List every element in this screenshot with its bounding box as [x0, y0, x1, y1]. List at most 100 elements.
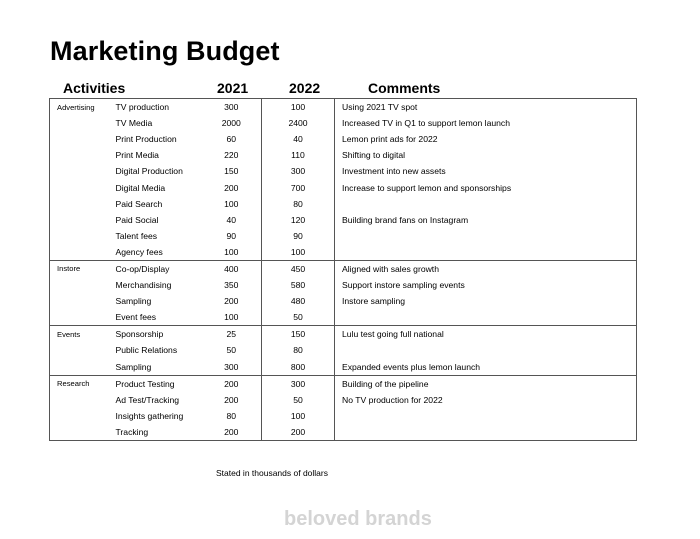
comment-cell	[335, 309, 637, 326]
header-year-2021: 2021	[217, 80, 249, 96]
activity-cell: Digital Media	[115, 182, 166, 193]
table-row: Print Media 220 110 Shifting to digital	[50, 147, 637, 164]
activity-cell: Sampling	[115, 361, 152, 372]
table-row: Ad Test/Tracking 200 50 No TV production fo…	[50, 391, 637, 408]
header-comments: Comments	[368, 80, 441, 96]
table-row: Public Relations 50 80	[50, 342, 637, 359]
header-activities: Activities	[63, 80, 126, 96]
value-2021-cell: 200	[201, 179, 262, 196]
table-row: Merchandising 350 580 Support instore sampl…	[50, 277, 637, 294]
comment-cell: Using 2021 TV spot	[342, 102, 418, 113]
category-cell	[50, 228, 110, 244]
category-cell	[50, 408, 110, 424]
value-2022-cell: 50	[261, 309, 335, 326]
comment-cell: Shifting to digital	[342, 150, 406, 161]
category-cell: Advertising	[57, 102, 95, 112]
comment-cell	[335, 196, 637, 212]
comment-cell: Investment into new assets	[342, 166, 446, 177]
category-cell	[50, 212, 110, 228]
comment-cell: Increase to support lemon and sponsorshi…	[342, 182, 512, 193]
value-2022-cell: 150	[261, 325, 335, 343]
comment-cell: Lulu test going full national	[334, 325, 637, 343]
comment-cell: Building of the pipeline	[334, 374, 637, 392]
value-2022-cell: 580	[261, 277, 335, 294]
value-2021-cell: 200	[201, 374, 262, 392]
value-2021-cell: 200	[201, 391, 262, 408]
value-2021-cell: 300	[201, 98, 262, 116]
value-2021-cell: 25	[201, 325, 262, 343]
activity-cell: Paid Search	[115, 198, 163, 209]
category-cell	[50, 309, 110, 326]
value-2021-cell: 50	[201, 342, 262, 359]
comment-cell: Support instore sampling events	[342, 280, 465, 291]
units-note: Stated in thousands of dollars	[216, 468, 328, 478]
activity-cell: Public Relations	[115, 345, 178, 356]
table-row: Instore Co-op/Display 400 450 Aligned with s…	[49, 259, 637, 278]
table-row: Talent fees 90 90	[50, 227, 637, 244]
value-2021-cell: 40	[201, 211, 262, 228]
comment-cell	[335, 342, 637, 358]
activity-cell: Print Production	[115, 134, 177, 145]
comment-cell	[335, 424, 637, 441]
value-2021-cell: 350	[201, 277, 262, 294]
value-2022-cell: 110	[261, 147, 335, 164]
activity-cell: Ad Test/Tracking	[115, 394, 180, 405]
activity-cell: Co-op/Display	[109, 259, 202, 278]
value-2021-cell: 100	[201, 243, 262, 261]
comment-cell: Expanded events plus lemon launch	[342, 361, 481, 372]
table-row: Insights gathering 80 100	[50, 407, 637, 424]
value-2022-cell: 800	[261, 358, 335, 376]
activity-cell: Merchandising	[115, 280, 172, 291]
value-2022-cell: 40	[261, 131, 335, 148]
value-2022-cell: 90	[261, 227, 335, 244]
comment-cell: Instore sampling	[342, 296, 406, 307]
category-cell: Research	[49, 374, 110, 392]
value-2022-cell: 80	[261, 195, 335, 212]
activity-cell: Digital Production	[115, 166, 183, 177]
brand-watermark: beloved brands	[284, 508, 432, 530]
activity-cell: TV Media	[115, 118, 153, 129]
table-row: Digital Media 200 700 Increase to support l…	[50, 179, 637, 196]
comment-cell: Building brand fans on Instagram	[342, 214, 469, 225]
comment-cell: Increased TV in Q1 to support lemon laun…	[342, 118, 510, 129]
category-cell	[50, 147, 110, 163]
table-row: Paid Social 40 120 Building brand fans on I…	[50, 211, 637, 228]
category-cell	[50, 131, 110, 147]
comment-cell	[335, 244, 637, 261]
activity-cell: Event fees	[115, 312, 157, 323]
table-row: Sampling 200 480 Instore sampling	[50, 293, 637, 310]
value-2022-cell: 50	[261, 391, 335, 408]
value-2022-cell: 100	[261, 98, 335, 116]
activity-cell: Insights gathering	[115, 410, 184, 421]
table-row: Digital Production 150 300 Investment into …	[50, 163, 637, 180]
value-2022-cell: 700	[261, 179, 335, 196]
table-row: Advertising TV production 300 100 Using 2021…	[50, 98, 637, 116]
category-cell	[50, 424, 110, 441]
value-2021-cell: 200	[201, 293, 262, 310]
value-2021-cell: 400	[201, 259, 262, 278]
activity-cell: Tracking	[115, 426, 149, 437]
category-cell	[50, 277, 110, 293]
table-row: Paid Search 100 80	[50, 195, 637, 212]
table-row: Research Product Testing 200 300 Building of…	[49, 374, 637, 392]
category-cell	[50, 293, 110, 309]
activity-cell: Product Testing	[109, 374, 202, 392]
table-row: Event fees 100 50	[50, 309, 637, 326]
category-cell	[50, 342, 110, 358]
table-row: Events Sponsorship 25 150 Lulu test going fu…	[49, 325, 637, 343]
activity-cell: TV production	[115, 102, 170, 113]
activity-cell: Print Media	[115, 150, 159, 161]
value-2021-cell: 100	[201, 195, 262, 212]
table-row: Agency fees 100 100	[50, 243, 637, 261]
category-cell	[50, 392, 110, 408]
comment-cell: Lemon print ads for 2022	[342, 134, 438, 145]
activity-cell: Sponsorship	[109, 325, 202, 343]
header-year-2022: 2022	[289, 80, 321, 96]
category-cell	[50, 179, 110, 195]
table-row: Print Production 60 40 Lemon print ads for …	[50, 131, 637, 148]
value-2021-cell: 80	[201, 407, 262, 424]
value-2021-cell: 150	[201, 163, 262, 180]
activity-cell: Talent fees	[115, 230, 158, 241]
category-cell	[50, 163, 110, 179]
activity-cell: Paid Social	[115, 214, 159, 225]
